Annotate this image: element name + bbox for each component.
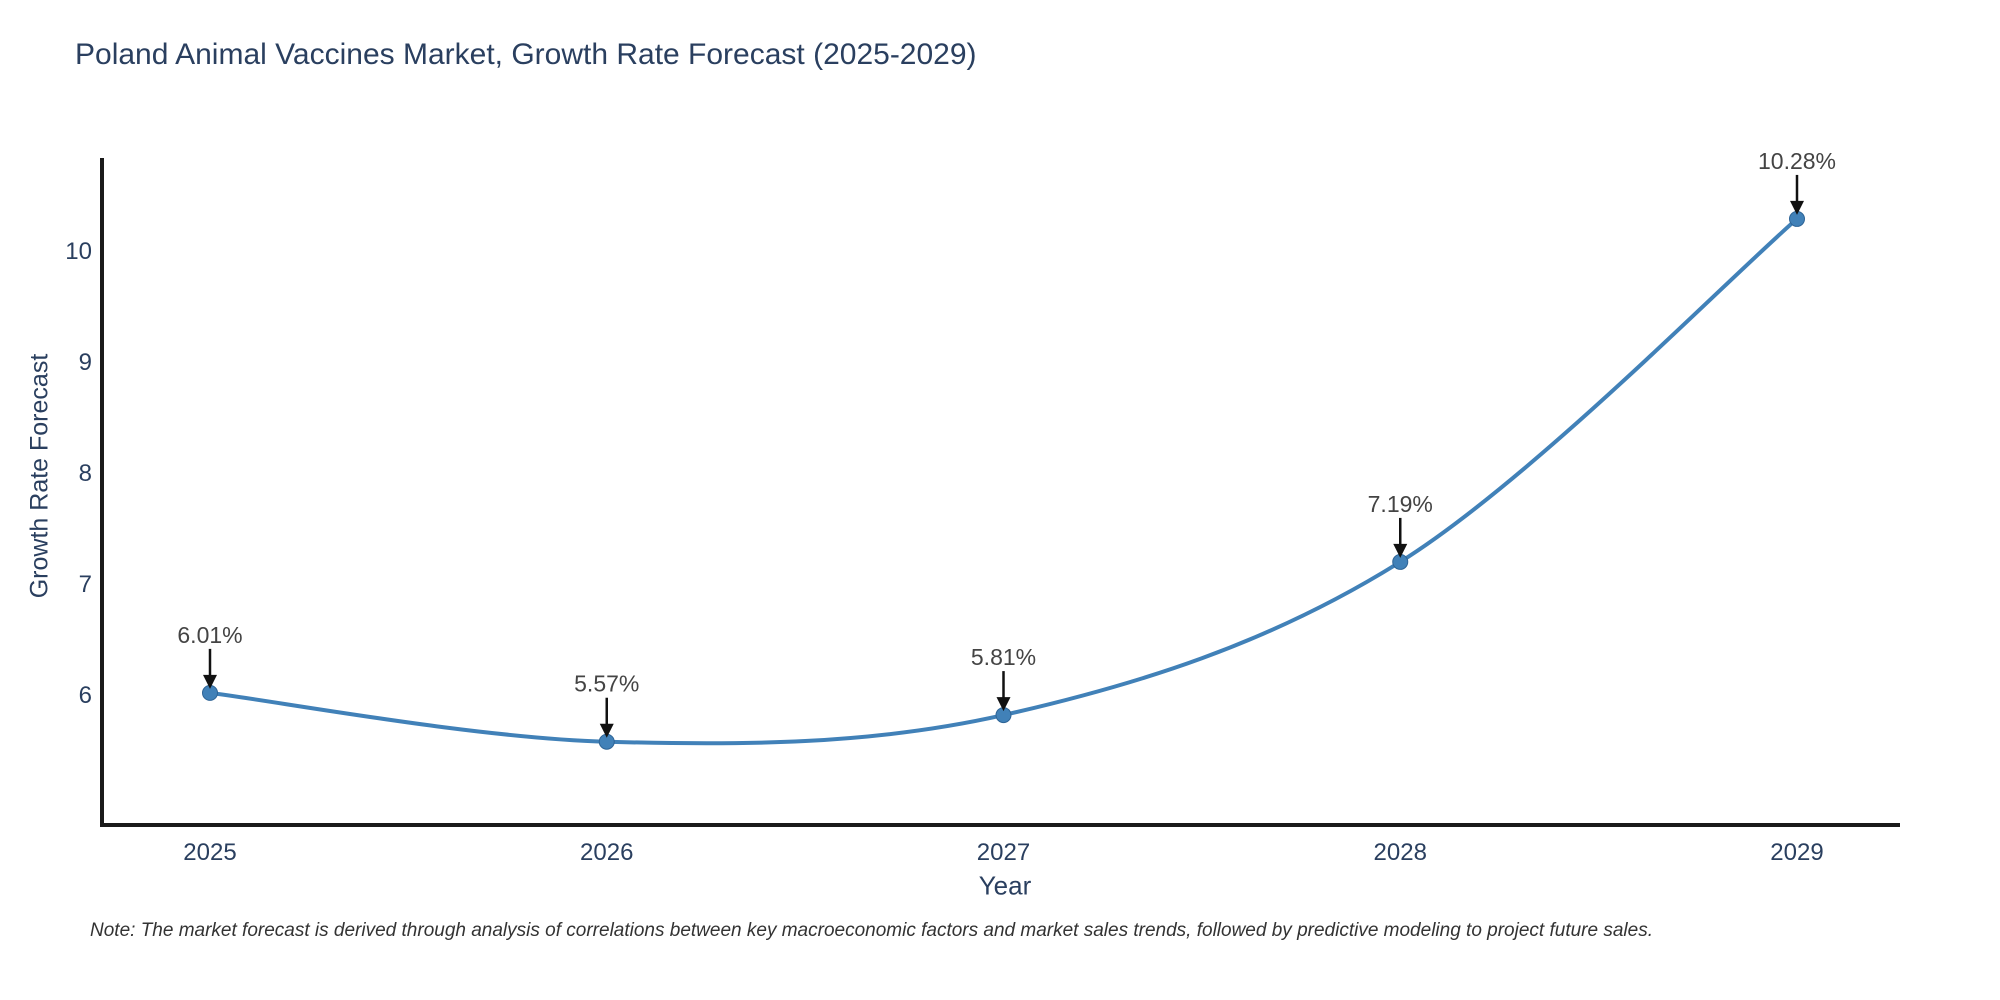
annotation-arrowhead: [203, 674, 217, 689]
y-tick-label: 6: [79, 682, 92, 709]
annotation-arrowhead: [996, 697, 1011, 712]
point-value-label: 7.19%: [1368, 491, 1433, 517]
x-tick-label: 2029: [1770, 839, 1823, 866]
chart-title: Poland Animal Vaccines Market, Growth Ra…: [75, 38, 977, 71]
annotation-arrowhead: [599, 723, 614, 738]
annotation-arrowhead: [1790, 200, 1804, 215]
point-value-label: 10.28%: [1758, 148, 1836, 174]
point-value-label: 5.57%: [574, 671, 639, 697]
x-tick-label: 2027: [977, 839, 1030, 866]
annotation-arrowhead: [1393, 543, 1408, 558]
y-tick-label: 10: [65, 238, 92, 265]
point-value-label: 6.01%: [177, 622, 242, 648]
y-tick-label: 9: [79, 349, 92, 376]
footnote: Note: The market forecast is derived thr…: [90, 920, 1653, 941]
point-value-label: 5.81%: [971, 644, 1036, 670]
x-tick-label: 2028: [1374, 839, 1427, 866]
x-tick-label: 2025: [183, 839, 236, 866]
x-axis-title: Year: [978, 870, 1032, 901]
x-tick-label: 2026: [580, 839, 633, 866]
y-tick-label: 7: [79, 571, 92, 598]
y-tick-label: 8: [79, 460, 92, 487]
